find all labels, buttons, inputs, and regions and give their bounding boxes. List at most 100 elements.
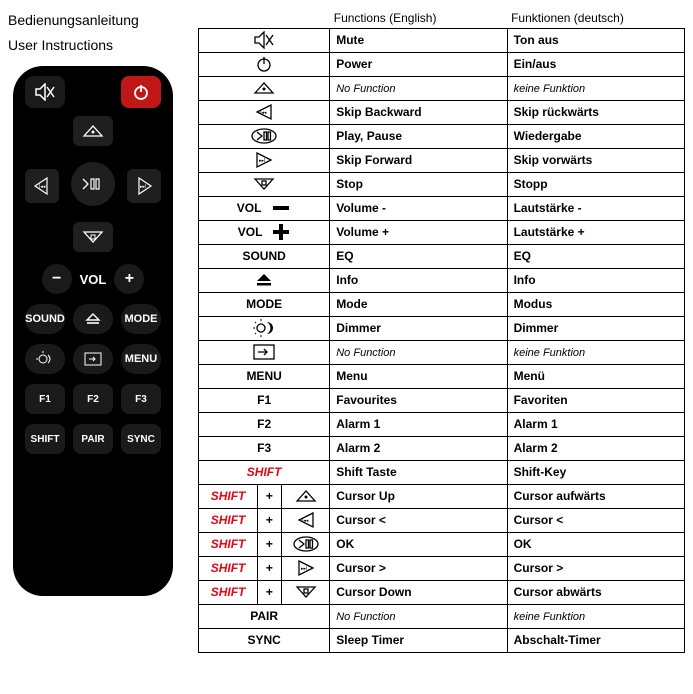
de-cell: Cursor abwärts xyxy=(507,580,684,604)
de-cell: EQ xyxy=(507,244,684,268)
en-cell: Alarm 1 xyxy=(330,412,507,436)
vol-plus: + xyxy=(114,264,144,294)
de-cell: Info xyxy=(507,268,684,292)
dimmer-btn xyxy=(25,344,65,374)
en-cell: Mute xyxy=(330,28,507,52)
de-cell: Abschalt-Timer xyxy=(507,628,684,652)
svg-text:▸▸I: ▸▸I xyxy=(301,566,307,572)
key-cell xyxy=(199,268,330,292)
shift-label: SHIFT xyxy=(199,484,258,508)
key-cell xyxy=(199,76,330,100)
table-row: MuteTon aus xyxy=(199,28,685,52)
de-cell: Menü xyxy=(507,364,684,388)
en-cell: Alarm 2 xyxy=(330,436,507,460)
f3-btn: F3 xyxy=(121,384,161,414)
combo-icon xyxy=(281,580,329,604)
plus-cell: + xyxy=(258,532,282,556)
svg-text:I◂◂: I◂◂ xyxy=(39,184,46,190)
key-cell: ▸▸I xyxy=(199,148,330,172)
en-cell: Stop xyxy=(330,172,507,196)
table-row: MODEModeModus xyxy=(199,292,685,316)
de-cell: OK xyxy=(507,532,684,556)
en-cell: Skip Forward xyxy=(330,148,507,172)
table-row: F2Alarm 1Alarm 1 xyxy=(199,412,685,436)
key-cell: F3 xyxy=(199,436,330,460)
en-cell: Favourites xyxy=(330,388,507,412)
table-row: SHIFT+I◂◂Cursor <Cursor < xyxy=(199,508,685,532)
shift-label: SHIFT xyxy=(199,580,258,604)
de-cell: keine Funktion xyxy=(507,604,684,628)
svg-text:I◂◂: I◂◂ xyxy=(302,518,309,524)
menu-btn: MENU xyxy=(121,344,161,374)
header-de: Funktionen (deutsch) xyxy=(507,8,684,28)
de-cell: Alarm 1 xyxy=(507,412,684,436)
table-row: PowerEin/aus xyxy=(199,52,685,76)
en-cell: No Function xyxy=(330,604,507,628)
shift-label: SHIFT xyxy=(199,532,258,556)
combo-icon xyxy=(281,484,329,508)
de-cell: Ein/aus xyxy=(507,52,684,76)
vol-label: VOL xyxy=(80,272,107,287)
en-cell: No Function xyxy=(330,76,507,100)
table-row: No Functionkeine Funktion xyxy=(199,340,685,364)
key-cell xyxy=(199,340,330,364)
en-cell: Volume - xyxy=(330,196,507,220)
table-row: SHIFTShift TasteShift-Key xyxy=(199,460,685,484)
sync-btn: SYNC xyxy=(121,424,161,454)
de-cell: Stopp xyxy=(507,172,684,196)
sound-btn: SOUND xyxy=(25,304,65,334)
en-cell: Skip Backward xyxy=(330,100,507,124)
en-cell: Play, Pause xyxy=(330,124,507,148)
table-row: VOLVolume +Lautstärke + xyxy=(199,220,685,244)
table-row: F1FavouritesFavoriten xyxy=(199,388,685,412)
en-cell: Dimmer xyxy=(330,316,507,340)
de-cell: Skip rückwärts xyxy=(507,100,684,124)
dpad-down xyxy=(73,222,113,252)
en-cell: Power xyxy=(330,52,507,76)
shift-btn: SHIFT xyxy=(25,424,65,454)
key-cell xyxy=(199,28,330,52)
table-row: SOUNDEQEQ xyxy=(199,244,685,268)
table-row: No Functionkeine Funktion xyxy=(199,76,685,100)
key-cell: SYNC xyxy=(199,628,330,652)
de-cell: Dimmer xyxy=(507,316,684,340)
de-cell: Cursor < xyxy=(507,508,684,532)
key-cell: PAIR xyxy=(199,604,330,628)
dpad-left: I◂◂ xyxy=(25,169,59,203)
dpad-up xyxy=(73,116,113,146)
remote-illustration: I◂◂ ▸▸I − VOL + SOUND MODE MENU xyxy=(13,66,173,596)
combo-icon xyxy=(281,532,329,556)
combo-icon: ▸▸I xyxy=(281,556,329,580)
power-button xyxy=(121,76,161,108)
title-de: Bedienungsanleitung xyxy=(8,8,198,33)
vol-minus: − xyxy=(42,264,72,294)
key-cell: F2 xyxy=(199,412,330,436)
en-cell: Sleep Timer xyxy=(330,628,507,652)
key-cell: MODE xyxy=(199,292,330,316)
en-cell: Cursor Up xyxy=(330,484,507,508)
en-cell: Info xyxy=(330,268,507,292)
dpad: I◂◂ ▸▸I xyxy=(25,116,161,252)
f1-btn: F1 xyxy=(25,384,65,414)
table-row: PAIRNo Functionkeine Funktion xyxy=(199,604,685,628)
de-cell: Lautstärke + xyxy=(507,220,684,244)
key-cell xyxy=(199,316,330,340)
header-en: Functions (English) xyxy=(330,8,507,28)
table-row: InfoInfo xyxy=(199,268,685,292)
en-cell: OK xyxy=(330,532,507,556)
en-cell: Cursor < xyxy=(330,508,507,532)
svg-text:▸▸I: ▸▸I xyxy=(140,184,146,190)
table-row: StopStopp xyxy=(199,172,685,196)
key-cell: SHIFT xyxy=(199,460,330,484)
key-cell: SOUND xyxy=(199,244,330,268)
svg-text:I◂◂: I◂◂ xyxy=(260,110,267,116)
table-row: SYNCSleep TimerAbschalt-Timer xyxy=(199,628,685,652)
de-cell: Skip vorwärts xyxy=(507,148,684,172)
en-cell: Cursor > xyxy=(330,556,507,580)
key-cell xyxy=(199,124,330,148)
table-row: DimmerDimmer xyxy=(199,316,685,340)
mute-button xyxy=(25,76,65,108)
svg-text:▸▸I: ▸▸I xyxy=(259,158,265,164)
en-cell: EQ xyxy=(330,244,507,268)
de-cell: Alarm 2 xyxy=(507,436,684,460)
